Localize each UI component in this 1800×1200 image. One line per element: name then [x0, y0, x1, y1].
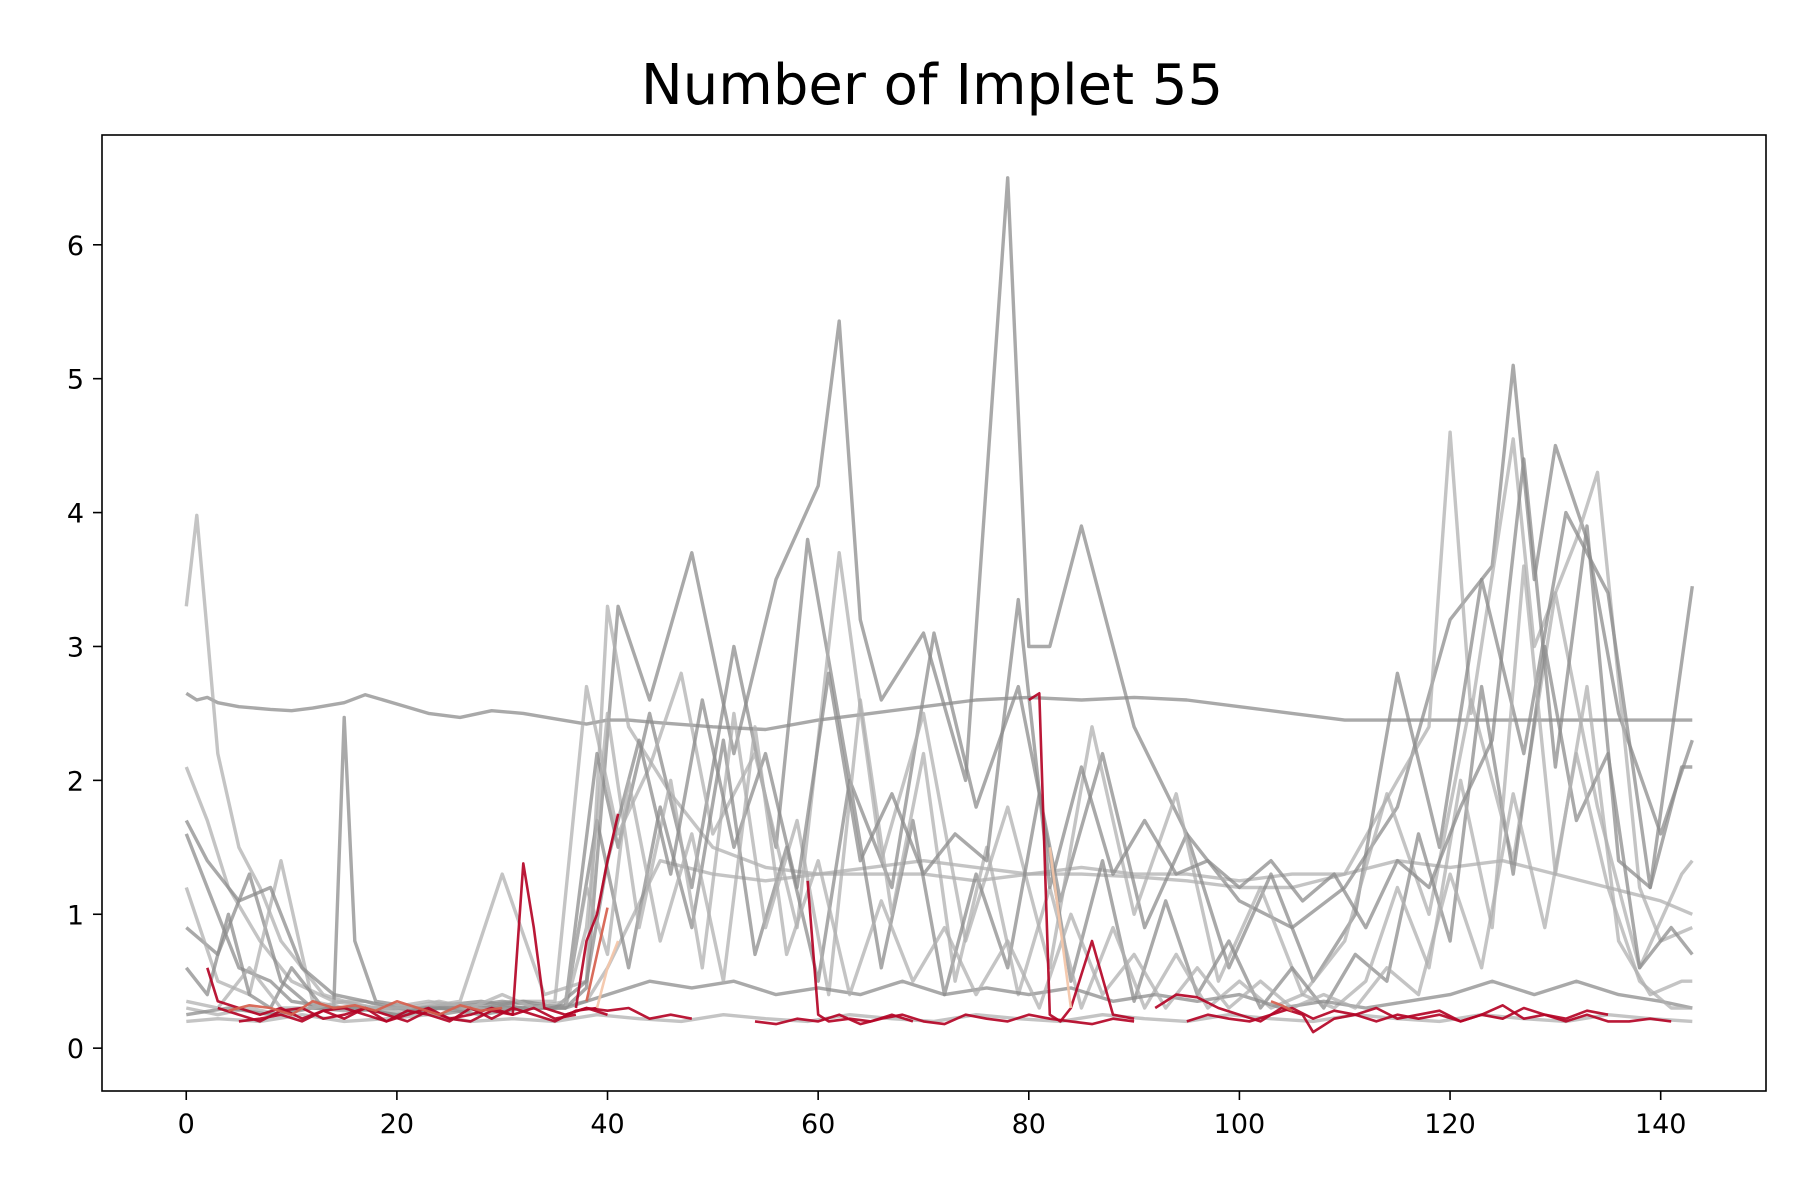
x-tick-label: 40: [590, 1109, 624, 1140]
implet-series-4: [228, 1000, 503, 1016]
y-tick-label: 2: [67, 766, 84, 797]
background-series-1: [185, 691, 1693, 732]
x-tick-label: 0: [178, 1109, 195, 1140]
y-tick-label: 5: [67, 365, 84, 396]
implet-series-1: [206, 967, 598, 1023]
x-tick-label: 20: [380, 1109, 414, 1140]
implet-series-8: [565, 1006, 693, 1020]
background-series-7: [184, 644, 1694, 1017]
y-tick-label: 4: [67, 499, 84, 530]
series-layer: [184, 176, 1694, 1024]
implet-series-10: [806, 880, 914, 1023]
implet-layer: [206, 692, 1672, 1034]
implet-series-15: [1270, 1000, 1293, 1012]
y-tick-label: 1: [67, 900, 84, 931]
implet-series-12: [1048, 847, 1073, 1009]
implet-series-5: [574, 813, 620, 1009]
y-tick-label: 6: [67, 231, 84, 262]
plot-frame: [101, 134, 1767, 1092]
x-tick-label: 60: [801, 1109, 835, 1140]
implet-series-6: [585, 907, 609, 1002]
x-tick-label: 100: [1214, 1109, 1266, 1140]
background-series-3: [184, 176, 1694, 1010]
x-tick-label: 140: [1635, 1109, 1687, 1140]
x-axis: 0 20 40 60 80 100 120 140: [178, 1091, 1687, 1140]
y-tick-label: 0: [67, 1034, 84, 1065]
implet-series-3: [238, 862, 608, 1023]
x-tick-label: 120: [1424, 1109, 1476, 1140]
implet-series-9: [754, 1013, 1135, 1026]
y-tick-label: 3: [67, 632, 84, 663]
implet-series-7: [595, 940, 620, 1009]
chart-title: Number of Implet 55: [641, 53, 1223, 118]
implet-series-14: [1186, 1006, 1609, 1023]
background-series-12: [185, 725, 1693, 1010]
x-tick-label: 80: [1012, 1109, 1046, 1140]
y-axis: 0 1 2 3 4 5 6: [67, 231, 102, 1065]
background-series-11: [184, 457, 1693, 1010]
